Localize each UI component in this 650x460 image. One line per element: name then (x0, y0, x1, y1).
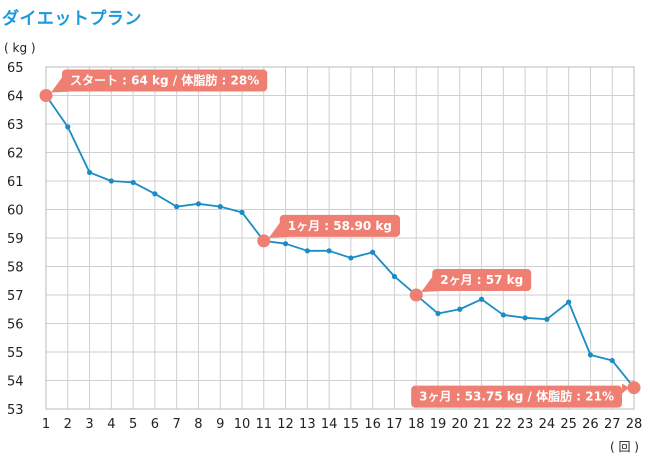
y-tick-label: 55 (7, 346, 24, 361)
x-tick-label: 14 (321, 417, 338, 432)
x-tick-label: 17 (386, 417, 403, 432)
data-point (348, 255, 354, 261)
plot-frame (45, 66, 635, 410)
series-line (45, 94, 635, 389)
data-point (174, 204, 180, 210)
y-tick-label: 61 (7, 175, 24, 190)
data-point (370, 249, 376, 255)
data-point (326, 248, 332, 254)
data-point (500, 312, 506, 318)
annotation-callout: 2ヶ月 : 57 kg (409, 269, 532, 302)
data-point (282, 241, 289, 247)
annotation-callout: 3ヶ月 : 53.75 kg / 体脂肪 : 21% (411, 381, 641, 408)
y-tick-label: 54 (7, 375, 24, 390)
data-point (86, 169, 93, 176)
x-tick-label: 6 (151, 417, 159, 432)
x-tick-label: 15 (343, 417, 360, 432)
data-point (304, 248, 310, 254)
x-tick-label: 22 (495, 417, 512, 432)
x-tick-label: 12 (277, 417, 294, 432)
chart-title: ダイエットプラン (2, 9, 142, 29)
x-tick-label: 1 (42, 417, 50, 432)
y-tick-label: 59 (7, 232, 24, 247)
x-axis-label: ( 回 ) (610, 440, 639, 454)
y-axis-label: ( kg ) (4, 41, 36, 55)
data-point (391, 273, 398, 280)
data-point (566, 299, 572, 305)
highlight-point (409, 288, 423, 302)
y-tick-label: 64 (7, 90, 24, 105)
annotation-callout: スタート : 64 kg / 体脂肪 : 28% (39, 69, 268, 102)
data-point (130, 179, 136, 186)
annotation-box (279, 214, 400, 237)
x-tick-label: 7 (173, 417, 181, 432)
x-tick-label: 24 (539, 417, 556, 432)
x-tick-label: 3 (85, 417, 93, 432)
data-point (457, 306, 463, 312)
annotations: スタート : 64 kg / 体脂肪 : 28% 1ヶ月 : 58.90 kg 2ヶ… (39, 69, 641, 408)
highlight-point (39, 89, 53, 102)
y-tick-label: 57 (7, 289, 24, 304)
annotation-box (432, 269, 532, 291)
x-tick-label: 21 (473, 417, 490, 432)
x-tick-label: 13 (299, 417, 316, 432)
data-point (544, 316, 550, 322)
data-point (609, 357, 615, 364)
annotation-label: 3ヶ月 : 53.75 kg / 体脂肪 : 21% (419, 389, 614, 404)
annotation-pointer (622, 383, 629, 394)
x-tick-label: 28 (626, 417, 643, 432)
x-tick-label: 4 (107, 417, 115, 432)
annotation-box (62, 69, 268, 92)
x-tick-label: 2 (64, 417, 72, 432)
data-point (195, 201, 202, 207)
annotation-pointer (51, 77, 72, 93)
annotation-pointer (268, 222, 290, 238)
data-point (478, 296, 485, 302)
annotation-pointer (421, 277, 443, 292)
x-tick-label: 11 (256, 417, 273, 432)
data-point (217, 204, 223, 210)
x-tick-label: 9 (216, 417, 224, 432)
annotation-callout: 1ヶ月 : 58.90 kg (257, 214, 400, 248)
annotation-label: スタート : 64 kg / 体脂肪 : 28% (70, 73, 259, 88)
x-tick-label: 18 (408, 417, 425, 432)
x-tick-label: 16 (364, 417, 381, 432)
highlight-point (257, 234, 271, 248)
x-tick-label: 5 (129, 417, 137, 432)
y-tick-label: 58 (7, 261, 24, 276)
x-tick-label: 23 (517, 417, 534, 432)
annotation-label: 1ヶ月 : 58.90 kg (288, 219, 392, 233)
data-point (435, 310, 441, 317)
annotation-box (411, 385, 622, 408)
highlight-point (627, 381, 641, 395)
data-point (587, 352, 594, 358)
x-tick-label: 10 (234, 417, 251, 432)
x-tick-label: 25 (560, 417, 577, 432)
x-tick-label: 8 (194, 417, 202, 432)
y-tick-label: 63 (7, 118, 24, 133)
data-point (239, 209, 245, 215)
data-point (522, 315, 528, 321)
data-point (108, 178, 114, 184)
x-tick-label: 27 (604, 417, 621, 432)
axes: 1 2 3 4 5 6 7 8 9 10 11 12 13 14 15 16 17 18 19 20 21 22 23 24 2… (7, 61, 642, 432)
x-tick-label: 19 (430, 417, 447, 432)
y-tick-label: 60 (7, 204, 24, 219)
x-tick-label: 26 (582, 417, 599, 432)
x-tick-label: 20 (452, 417, 469, 432)
annotation-label: 2ヶ月 : 57 kg (440, 273, 523, 287)
y-tick-label: 62 (7, 147, 24, 162)
grid (45, 66, 635, 410)
y-tick-label: 56 (7, 318, 24, 333)
data-point (152, 191, 158, 197)
series-line-layer (43, 92, 637, 391)
y-tick-label: 65 (7, 61, 24, 76)
data-point (65, 124, 71, 130)
y-tick-label: 53 (7, 403, 24, 418)
